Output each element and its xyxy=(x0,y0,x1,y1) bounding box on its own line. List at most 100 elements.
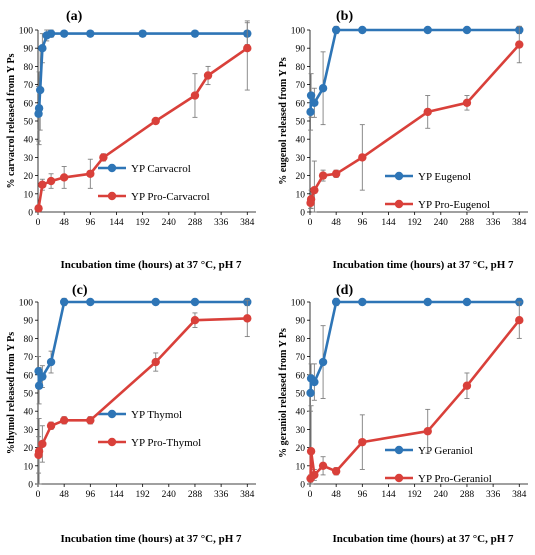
data-point-yp-eugenol xyxy=(331,25,341,35)
x-tick-label: 288 xyxy=(188,490,203,500)
series-line-yp-pro-carvacrol xyxy=(37,46,249,210)
x-tick-label: 240 xyxy=(162,218,177,228)
data-point-yp-geraniol xyxy=(310,377,319,387)
y-tick-label: 40 xyxy=(296,408,306,418)
x-axis-label: Incubation time (hours) at 37 °C, pH 7 xyxy=(60,533,242,545)
data-point-yp-eugenol xyxy=(318,84,328,93)
x-tick-label: 48 xyxy=(59,218,69,228)
data-point-yp-pro-eugenol xyxy=(306,195,316,204)
x-tick-label: 144 xyxy=(109,490,124,500)
y-tick-label: 60 xyxy=(24,371,34,381)
data-point-yp-pro-carvacrol xyxy=(99,153,108,162)
y-tick-label: 10 xyxy=(296,190,306,200)
chart-panel-1: 0 10 20 30 40 50 60 70 80 90 100 0 48 96 144 192 240 288 3… xyxy=(6,9,256,271)
chart-panel-3: 0 10 20 30 40 50 60 70 80 90 100 0 48 96 144 192 240 288 3… xyxy=(6,283,256,545)
y-tick-label: 90 xyxy=(24,45,34,55)
y-tick-label: 40 xyxy=(296,136,306,146)
y-tick-label: 90 xyxy=(24,317,34,327)
data-point-yp-pro-eugenol xyxy=(318,171,328,180)
y-tick-label: 50 xyxy=(24,118,34,128)
legend-marker-yp-pro-eugenol xyxy=(394,199,404,209)
data-point-yp-pro-geraniol xyxy=(423,427,432,436)
data-point-yp-pro-carvacrol xyxy=(59,173,69,182)
legend-label-yp-pro-carvacrol: YP Pro-Carvacrol xyxy=(131,191,210,203)
legend-marker-yp-pro-geraniol xyxy=(394,473,404,483)
y-tick-label: 20 xyxy=(24,172,34,182)
legend-label-yp-thymol: YP Thymol xyxy=(131,409,182,421)
y-tick-label: 80 xyxy=(24,335,34,345)
data-point-yp-pro-eugenol xyxy=(358,153,367,162)
y-tick-label: 60 xyxy=(24,99,34,109)
data-point-yp-thymol xyxy=(86,297,95,307)
x-tick-label: 288 xyxy=(460,490,475,500)
x-tick-label: 0 xyxy=(308,218,313,228)
chart-panel-4: 0 10 20 30 40 50 60 70 80 90 100 0 48 96 144 192 240 288 3… xyxy=(278,283,528,545)
y-tick-label: 20 xyxy=(296,172,306,182)
data-point-yp-pro-thymol xyxy=(38,439,47,449)
legend-label-yp-eugenol: YP Eugenol xyxy=(418,171,471,183)
legend-label-yp-pro-eugenol: YP Pro-Eugenol xyxy=(418,199,490,211)
x-tick-label: 96 xyxy=(358,218,368,228)
x-axis-label: Incubation time (hours) at 37 °C, pH 7 xyxy=(332,259,514,271)
y-tick-label: 30 xyxy=(24,426,34,436)
data-point-yp-pro-eugenol xyxy=(331,169,341,178)
x-tick-label: 336 xyxy=(214,218,229,228)
y-tick-label: 50 xyxy=(296,390,306,400)
panel-label: (a) xyxy=(66,9,83,24)
y-tick-label: 70 xyxy=(296,81,306,91)
data-point-yp-pro-eugenol xyxy=(515,40,524,49)
x-tick-label: 384 xyxy=(512,218,527,228)
y-tick-label: 70 xyxy=(24,81,34,91)
panel-label: (b) xyxy=(336,9,353,24)
y-tick-label: 60 xyxy=(296,371,306,381)
series-line-yp-pro-thymol xyxy=(37,317,249,457)
data-point-yp-pro-carvacrol xyxy=(46,176,56,186)
data-point-yp-carvacrol xyxy=(38,44,47,53)
y-tick-label: 20 xyxy=(296,444,306,454)
legend-label-yp-pro-geraniol: YP Pro-Geraniol xyxy=(418,473,492,485)
x-tick-label: 384 xyxy=(240,218,255,228)
data-point-yp-eugenol xyxy=(462,25,472,35)
x-tick-label: 240 xyxy=(434,490,449,500)
y-tick-label: 0 xyxy=(300,481,305,491)
x-tick-label: 96 xyxy=(358,490,368,500)
legend-label-yp-carvacrol: YP Carvacrol xyxy=(131,163,191,175)
y-tick-label: 30 xyxy=(296,426,306,436)
x-tick-label: 192 xyxy=(408,490,423,500)
y-tick-label: 50 xyxy=(24,390,34,400)
panel-label: (c) xyxy=(72,283,88,298)
y-tick-label: 20 xyxy=(24,444,34,454)
data-point-yp-carvacrol xyxy=(86,29,95,38)
x-tick-label: 336 xyxy=(486,490,501,500)
x-tick-label: 0 xyxy=(36,218,41,228)
y-tick-label: 90 xyxy=(296,317,306,327)
data-point-yp-thymol xyxy=(59,297,69,307)
data-point-yp-pro-thymol xyxy=(59,416,69,425)
series-line-yp-pro-eugenol xyxy=(309,43,521,205)
y-tick-label: 100 xyxy=(291,27,306,37)
data-point-yp-pro-geraniol xyxy=(318,461,328,470)
data-point-yp-pro-thymol xyxy=(46,421,56,430)
y-tick-label: 80 xyxy=(24,63,34,73)
x-tick-label: 144 xyxy=(381,490,396,500)
panel-label: (d) xyxy=(336,283,353,298)
data-point-yp-pro-thymol xyxy=(190,316,200,325)
x-tick-label: 384 xyxy=(240,490,255,500)
x-tick-label: 384 xyxy=(512,490,527,500)
y-tick-label: 30 xyxy=(296,154,306,164)
data-point-yp-thymol xyxy=(190,297,200,307)
x-tick-label: 288 xyxy=(188,218,203,228)
x-tick-label: 240 xyxy=(434,218,449,228)
y-tick-label: 90 xyxy=(296,45,306,55)
data-point-yp-carvacrol xyxy=(34,104,44,113)
data-point-yp-pro-carvacrol xyxy=(190,91,200,100)
data-point-yp-geraniol xyxy=(331,297,341,307)
y-tick-label: 80 xyxy=(296,335,306,345)
data-point-yp-pro-geraniol xyxy=(310,470,319,480)
y-axis-label: %thymol released from Y Ps xyxy=(6,332,17,454)
data-point-yp-pro-thymol xyxy=(86,416,95,425)
data-point-yp-pro-eugenol xyxy=(462,98,472,108)
y-tick-label: 10 xyxy=(296,462,306,472)
data-point-yp-pro-thymol xyxy=(151,357,160,367)
